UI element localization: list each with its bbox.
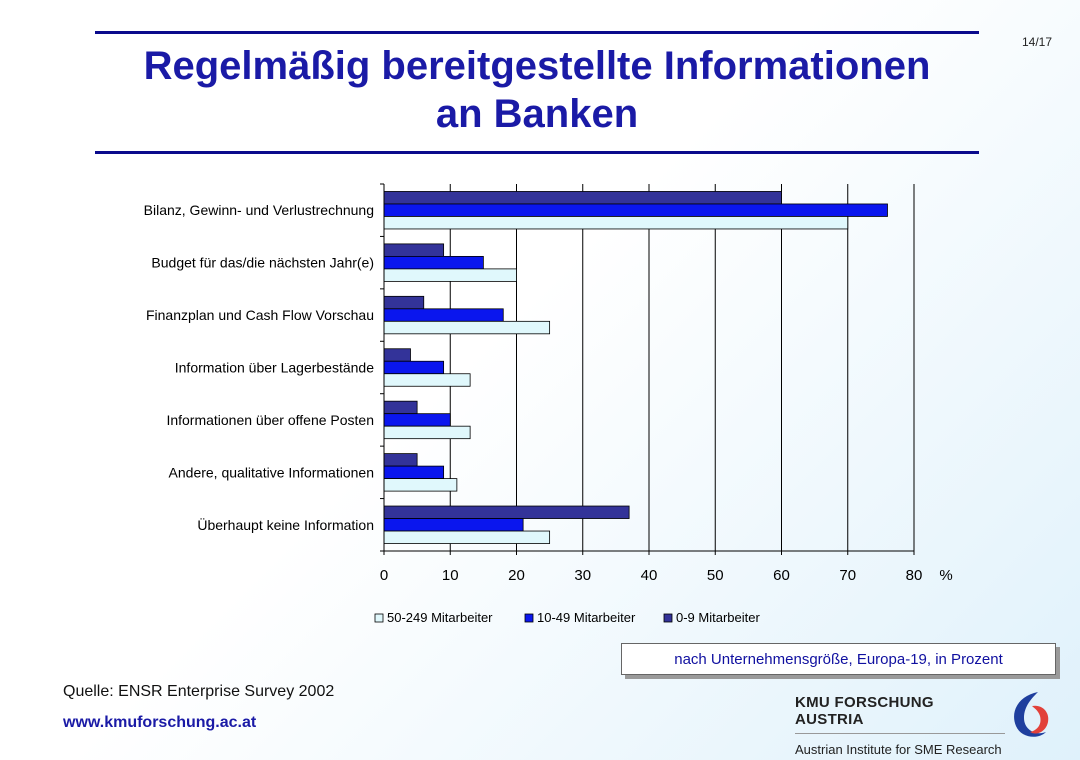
category-label-7: Überhaupt keine Information <box>197 516 374 533</box>
x-tick-label-30: 30 <box>574 567 591 584</box>
bar-3-0-9-Mitarbeiter <box>383 295 425 310</box>
bar-6-10-49-Mitarbeiter <box>383 465 445 480</box>
bar-chart: Bilanz, Gewinn- und Verlustrechnung Budge… <box>144 183 953 625</box>
x-tick-label-60: 60 <box>773 567 790 584</box>
bar-7-0-9-Mitarbeiter <box>383 505 630 519</box>
bar-7-10-49-Mitarbeiter <box>383 518 524 532</box>
bar-5-0-9-Mitarbeiter <box>383 400 418 415</box>
category-label-2: Budget für das/die nächsten Jahr(e) <box>151 255 374 271</box>
legend-swatch-0-9-Mitarbeiter <box>663 613 673 623</box>
bar-7-50-249-Mitarbeiter <box>383 530 551 544</box>
source-text: Quelle: ENSR Enterprise Survey 2002 <box>63 683 335 700</box>
page-number: 14/17 <box>1021 35 1052 49</box>
bar-1-0-9-Mitarbeiter <box>383 191 782 205</box>
bar-2-0-9-Mitarbeiter <box>383 243 445 257</box>
brand-subtitle: Austrian Institute for SME Research <box>795 742 1002 757</box>
x-tick-label-70: 70 <box>839 567 856 584</box>
slide-title: Regelmäßig bereitgestellte Informationen… <box>95 42 979 138</box>
bar-6-50-249-Mitarbeiter <box>383 478 458 492</box>
legend-label-0-9-Mitarbeiter: 0-9 Mitarbeiter <box>676 610 760 625</box>
legend-swatch-10-49-Mitarbeiter <box>524 613 534 623</box>
brand-divider <box>795 733 1005 734</box>
note-text: nach Unternehmensgröße, Europa-19, in Pr… <box>674 650 1003 668</box>
x-tick-label-80: 80 <box>906 567 923 584</box>
bar-2-50-249-Mitarbeiter <box>383 268 517 282</box>
x-axis-label: % <box>939 567 952 584</box>
legend-label-50-249-Mitarbeiter: 50-249 Mitarbeiter <box>387 610 493 625</box>
bar-1-50-249-Mitarbeiter <box>383 216 849 230</box>
website-link[interactable]: www.kmuforschung.ac.at <box>63 714 257 731</box>
bar-4-50-249-Mitarbeiter <box>383 373 471 387</box>
title-line-1: Regelmäßig bereitgestellte Informationen <box>143 44 931 88</box>
bar-1-10-49-Mitarbeiter <box>383 203 888 217</box>
x-tick-label-40: 40 <box>641 567 658 584</box>
category-label-6: Andere, qualitative Informationen <box>169 464 374 480</box>
legend-label-10-49-Mitarbeiter: 10-49 Mitarbeiter <box>537 610 636 625</box>
category-label-5: Informationen über offene Posten <box>166 412 374 428</box>
x-tick-label-20: 20 <box>508 567 525 584</box>
bar-6-0-9-Mitarbeiter <box>383 453 418 467</box>
category-label-1: Bilanz, Gewinn- und Verlustrechnung <box>144 202 374 218</box>
kmu-swirl-logo-icon <box>1014 692 1049 737</box>
brand-block: KMU FORSCHUNG AUSTRIA Austrian Institute… <box>795 694 1005 757</box>
legend-swatch-50-249-Mitarbeiter <box>374 613 384 623</box>
category-label-4: Information über Lagerbestände <box>175 360 374 376</box>
x-tick-label-10: 10 <box>442 567 459 584</box>
bar-5-10-49-Mitarbeiter <box>383 413 451 427</box>
bar-4-0-9-Mitarbeiter <box>383 348 411 362</box>
bar-2-10-49-Mitarbeiter <box>383 255 484 270</box>
bar-5-50-249-Mitarbeiter <box>383 425 471 440</box>
x-tick-label-0: 0 <box>380 567 388 584</box>
category-label-3: Finanzplan und Cash Flow Vorschau <box>146 307 374 323</box>
x-tick-label-50: 50 <box>707 567 724 584</box>
title-rule-top <box>95 31 979 34</box>
brand-name: KMU FORSCHUNG AUSTRIA <box>795 694 934 728</box>
title-rule-bottom <box>95 151 979 154</box>
title-line-2: an Banken <box>435 92 639 136</box>
note-box: nach Unternehmensgröße, Europa-19, in Pr… <box>621 643 1056 675</box>
bar-4-10-49-Mitarbeiter <box>383 360 445 375</box>
bar-3-10-49-Mitarbeiter <box>383 308 504 322</box>
bar-3-50-249-Mitarbeiter <box>383 320 551 335</box>
